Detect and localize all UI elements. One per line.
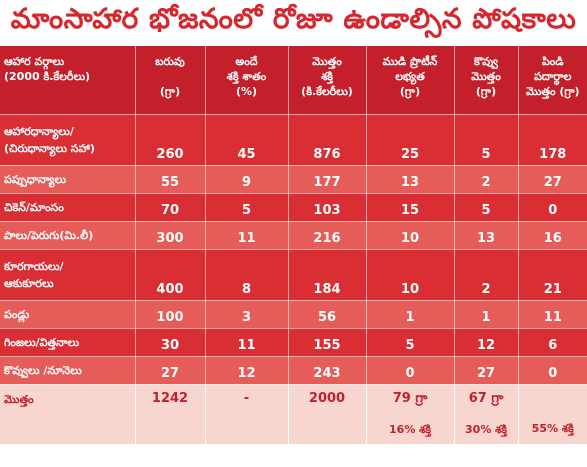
total-energy-percent: - bbox=[205, 384, 289, 445]
header-energy-percent: అందే శక్తి శాతం (%) bbox=[205, 46, 289, 115]
cell-carbs: 16 bbox=[518, 221, 587, 250]
cell-total-energy: 155 bbox=[288, 328, 367, 357]
cell-energy-percent: 11 bbox=[205, 221, 289, 250]
table-row: కూరగాయలు/ ఆకుకూరలు 400 8 184 10 2 21 bbox=[0, 249, 587, 301]
page-title: మాంసాహార భోజనంలో రోజూ ఉండాల్సిన పోషకాలు bbox=[0, 0, 587, 44]
cell-weight: 100 bbox=[135, 300, 206, 329]
cell-weight: 300 bbox=[135, 221, 206, 250]
cell-fat: 1 bbox=[454, 300, 519, 329]
cell-protein: 25 bbox=[366, 114, 455, 166]
table-row: చికెన్/మాంసం 70 5 103 15 5 0 bbox=[0, 193, 587, 222]
cell-weight: 55 bbox=[135, 165, 206, 194]
cell-energy-percent: 11 bbox=[205, 328, 289, 357]
cell-carbs: 178 bbox=[518, 114, 587, 166]
row-label: కొవ్వులు /నూనెలు bbox=[0, 356, 136, 385]
cell-fat: 2 bbox=[454, 249, 519, 301]
total-fat-energy-share: 30% శక్తి bbox=[465, 422, 507, 436]
table-header-row: ఆహార వర్గాలు (2000 కి.కేలరీలు) బరువు (గ్… bbox=[0, 46, 587, 115]
header-food-group: ఆహార వర్గాలు (2000 కి.కేలరీలు) bbox=[0, 46, 136, 115]
cell-carbs: 6 bbox=[518, 328, 587, 357]
cell-protein: 5 bbox=[366, 328, 455, 357]
row-label: కూరగాయలు/ ఆకుకూరలు bbox=[0, 249, 136, 301]
cell-total-energy: 876 bbox=[288, 114, 367, 166]
row-label: పప్పుధాన్యాలు bbox=[0, 165, 136, 194]
header-weight: బరువు (గ్రా) bbox=[135, 46, 206, 115]
cell-protein: 13 bbox=[366, 165, 455, 194]
cell-carbs: 27 bbox=[518, 165, 587, 194]
cell-fat: 27 bbox=[454, 356, 519, 385]
table-row: గింజలు/విత్తనాలు 30 11 155 5 12 6 bbox=[0, 328, 587, 357]
row-label: పండ్లు bbox=[0, 300, 136, 329]
total-weight: 1242 bbox=[135, 384, 206, 445]
cell-energy-percent: 3 bbox=[205, 300, 289, 329]
cell-fat: 5 bbox=[454, 114, 519, 166]
total-protein-grams: 79 గ్రా bbox=[392, 390, 428, 406]
header-protein: ముడి ప్రొటీన్ లభ్యత (గ్రా) bbox=[366, 46, 455, 115]
cell-total-energy: 103 bbox=[288, 193, 367, 222]
header-fat: కొవ్వు మొత్తం (గ్రా) bbox=[454, 46, 519, 115]
table-row: ఆహారధాన్యాలు/ (చిరుధాన్యాలు సహా) 260 45 … bbox=[0, 114, 587, 166]
cell-weight: 400 bbox=[135, 249, 206, 301]
cell-energy-percent: 5 bbox=[205, 193, 289, 222]
cell-carbs: 0 bbox=[518, 356, 587, 385]
table-row: కొవ్వులు /నూనెలు 27 12 243 0 27 0 bbox=[0, 356, 587, 385]
cell-total-energy: 177 bbox=[288, 165, 367, 194]
cell-total-energy: 184 bbox=[288, 249, 367, 301]
cell-total-energy: 216 bbox=[288, 221, 367, 250]
cell-fat: 5 bbox=[454, 193, 519, 222]
cell-total-energy: 56 bbox=[288, 300, 367, 329]
total-protein: 79 గ్రా 16% శక్తి bbox=[366, 384, 455, 445]
total-fat-grams: 67 గ్రా bbox=[468, 390, 504, 406]
row-label: ఆహారధాన్యాలు/ (చిరుధాన్యాలు సహా) bbox=[0, 114, 136, 166]
cell-protein: 1 bbox=[366, 300, 455, 329]
total-energy: 2000 bbox=[288, 384, 367, 445]
cell-carbs: 21 bbox=[518, 249, 587, 301]
total-fat: 67 గ్రా 30% శక్తి bbox=[454, 384, 519, 445]
row-label: పాలు/పెరుగు(మి.లీ) bbox=[0, 221, 136, 250]
header-carbs: పిండి పదార్థాల మొత్తం (గ్రా) bbox=[518, 46, 587, 115]
row-label: గింజలు/విత్తనాలు bbox=[0, 328, 136, 357]
table-row: పాలు/పెరుగు(మి.లీ) 300 11 216 10 13 16 bbox=[0, 221, 587, 250]
cell-weight: 27 bbox=[135, 356, 206, 385]
total-carbs: 55% శక్తి bbox=[518, 384, 587, 445]
cell-energy-percent: 9 bbox=[205, 165, 289, 194]
cell-weight: 30 bbox=[135, 328, 206, 357]
cell-energy-percent: 12 bbox=[205, 356, 289, 385]
header-total-energy: మొత్తం శక్తి (కి.కేలరీలు) bbox=[288, 46, 367, 115]
cell-protein: 10 bbox=[366, 249, 455, 301]
cell-carbs: 0 bbox=[518, 193, 587, 222]
cell-total-energy: 243 bbox=[288, 356, 367, 385]
cell-carbs: 11 bbox=[518, 300, 587, 329]
cell-fat: 13 bbox=[454, 221, 519, 250]
cell-energy-percent: 45 bbox=[205, 114, 289, 166]
cell-protein: 0 bbox=[366, 356, 455, 385]
cell-weight: 260 bbox=[135, 114, 206, 166]
cell-protein: 15 bbox=[366, 193, 455, 222]
total-protein-energy-share: 16% శక్తి bbox=[389, 422, 431, 436]
table-row: పండ్లు 100 3 56 1 1 11 bbox=[0, 300, 587, 329]
table-row: పప్పుధాన్యాలు 55 9 177 13 2 27 bbox=[0, 165, 587, 194]
total-row: మొత్తం 1242 - 2000 79 గ్రా 16% శక్తి 67 … bbox=[0, 384, 587, 445]
cell-protein: 10 bbox=[366, 221, 455, 250]
row-label: చికెన్/మాంసం bbox=[0, 193, 136, 222]
cell-fat: 12 bbox=[454, 328, 519, 357]
nutrition-table: ఆహార వర్గాలు (2000 కి.కేలరీలు) బరువు (గ్… bbox=[0, 46, 587, 445]
cell-fat: 2 bbox=[454, 165, 519, 194]
total-label: మొత్తం bbox=[0, 384, 136, 445]
cell-energy-percent: 8 bbox=[205, 249, 289, 301]
cell-weight: 70 bbox=[135, 193, 206, 222]
total-carbs-energy-share: 55% శక్తి bbox=[531, 421, 574, 435]
